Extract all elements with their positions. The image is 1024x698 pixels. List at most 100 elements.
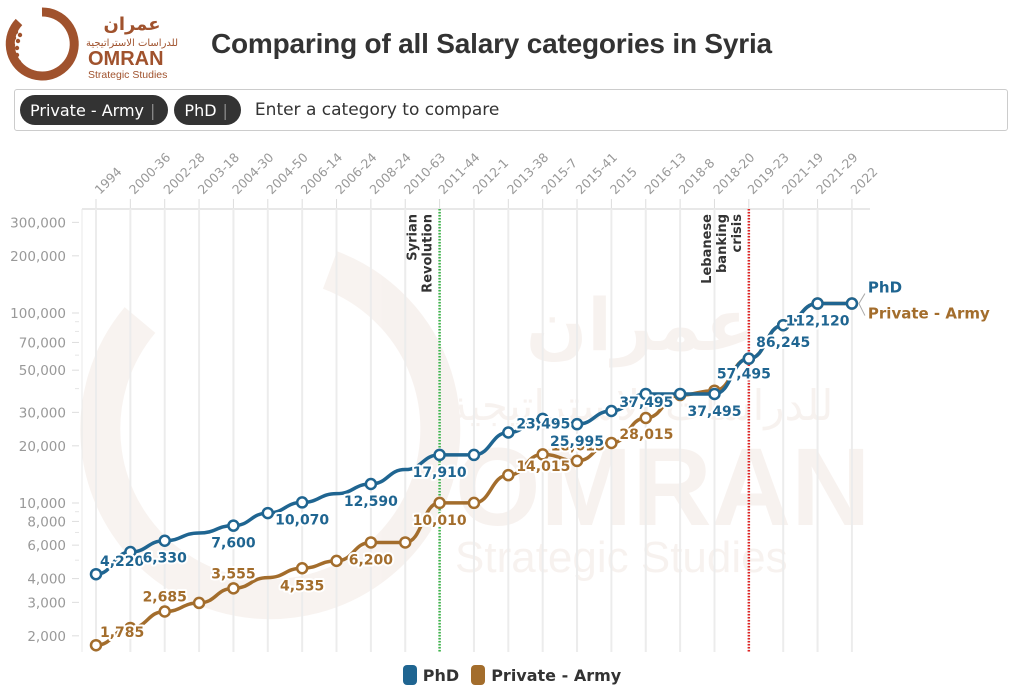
- data-point: [742, 352, 756, 365]
- y-tick-label: 20,000: [19, 439, 66, 455]
- data-point: [433, 496, 446, 510]
- data-point: [639, 387, 653, 401]
- data-label-halo: 57,495: [717, 367, 771, 383]
- data-label: 6,200: [349, 552, 394, 568]
- legend-swatch-private-army: [471, 665, 486, 685]
- data-label-halo: 23,495: [516, 417, 570, 433]
- data-point: [570, 417, 584, 431]
- category-search-box[interactable]: Private - Army | PhD |: [14, 89, 1008, 131]
- data-point: [124, 545, 137, 559]
- legend-swatch-phd: [402, 665, 417, 685]
- y-tick-label: 30,000: [19, 405, 66, 421]
- data-label: 4,220: [100, 554, 145, 570]
- legend: PhD Private - Army: [0, 665, 1024, 685]
- data-label: 23,495: [516, 417, 570, 433]
- data-point: [295, 496, 309, 509]
- y-tick-label: 50,000: [19, 363, 66, 379]
- data-label-halo: 6,330: [143, 551, 188, 567]
- chip-label: PhD: [184, 100, 217, 120]
- data-point: [158, 605, 171, 618]
- y-tick-label: 10,000: [19, 496, 66, 512]
- page-title: Comparing of all Salary categories in Sy…: [211, 28, 772, 59]
- data-label: 17,910: [413, 465, 467, 481]
- x-axis: 1994 2000-362002-282003-182004-302004-502…: [92, 150, 881, 208]
- y-tick-label: 8,000: [27, 514, 66, 530]
- y-tick-label: 70,000: [19, 335, 66, 351]
- data-point: [192, 596, 206, 610]
- data-label: 37,495: [619, 395, 673, 411]
- x-tick-label: 2015: [607, 164, 640, 197]
- logo-arabic-name: عمران: [103, 14, 160, 35]
- data-label-halo: 28,015: [619, 427, 673, 443]
- data-label-halo: 3,555: [211, 566, 255, 582]
- chip-separator: |: [150, 100, 156, 120]
- y-tick-label: 4,000: [27, 572, 66, 588]
- data-label-halo: 18,015: [551, 438, 605, 454]
- data-point: [467, 448, 481, 462]
- legend-item-phd[interactable]: PhD: [402, 665, 459, 685]
- data-point: [502, 468, 515, 482]
- data-label: 2,685: [143, 590, 187, 606]
- data-point: [89, 638, 103, 652]
- data-label: 6,330: [143, 551, 188, 567]
- data-point: [673, 387, 687, 401]
- chip-separator: |: [222, 100, 228, 120]
- data-label: 86,245: [756, 335, 810, 351]
- data-point: [227, 582, 240, 595]
- annotation-label: banking: [715, 214, 730, 273]
- chip-phd[interactable]: PhD |: [174, 95, 241, 125]
- omran-logo: عمران للدراسات الاستراتيجية OMRAN Strate…: [5, 7, 178, 81]
- data-point: [570, 454, 584, 468]
- annotation-label: crisis: [730, 214, 745, 253]
- logo-arabic-subtitle: للدراسات الاستراتيجية: [86, 38, 178, 49]
- watermark: عمران للدراسات الاستراتيجية OMRAN Strate…: [80, 251, 871, 620]
- data-label-halo: 6,200: [349, 552, 394, 568]
- data-point: [330, 554, 343, 568]
- data-point: [502, 426, 515, 439]
- logo-subtitle: Strategic Studies: [88, 69, 167, 81]
- watermark-name: OMRAN: [455, 426, 871, 549]
- watermark-arabic-name: عمران: [526, 283, 754, 368]
- data-label-halo: 4,535: [280, 578, 324, 594]
- data-label: 14,015: [516, 459, 570, 475]
- annotation-label: Revolution: [421, 214, 436, 293]
- data-point: [605, 436, 618, 450]
- category-search-input[interactable]: [252, 99, 1007, 121]
- data-point: [536, 448, 549, 461]
- data-label-halo: 12,590: [344, 494, 398, 510]
- data-point: [708, 387, 721, 401]
- watermark-arabic-subtitle: للدراسات الاستراتيجية: [447, 381, 834, 430]
- data-label-halo: 37,495: [687, 404, 741, 420]
- data-label: 3,555: [211, 566, 255, 582]
- data-point: [605, 404, 618, 418]
- data-point: [89, 567, 103, 581]
- chip-private-army[interactable]: Private - Army |: [20, 95, 169, 125]
- salary-line-chart: عمران للدراسات الاستراتيجية OMRAN Strate…: [10, 150, 990, 652]
- legend-label: Private - Army: [491, 665, 622, 685]
- data-label: 18,015: [551, 438, 605, 454]
- end-label-private-army: Private - Army: [868, 305, 990, 323]
- data-point: [295, 562, 309, 575]
- data-label: 12,590: [344, 494, 398, 510]
- data-point: [261, 506, 275, 520]
- legend-item-private-army[interactable]: Private - Army: [471, 665, 621, 685]
- y-axis: 2,000 3,000 4,000 6,000 8,000 10,000 20,000 30,…: [10, 209, 83, 652]
- data-label: 37,495: [687, 404, 741, 420]
- data-label-halo: 25,995: [550, 434, 604, 450]
- data-label: 10,070: [275, 512, 329, 528]
- data-label-halo: 10,070: [275, 512, 329, 528]
- x-tick-label: 2022: [847, 164, 880, 197]
- y-tick-label: 200,000: [10, 249, 66, 265]
- annotation-label: Syrian: [406, 214, 421, 261]
- y-tick-label: 3,000: [27, 595, 66, 611]
- y-tick-label: 100,000: [10, 306, 66, 322]
- x-tick-label: 1994: [92, 164, 125, 197]
- data-point: [158, 534, 171, 547]
- data-point: [433, 448, 446, 462]
- data-point: [467, 496, 481, 510]
- data-label-halo: 112,120: [786, 314, 850, 330]
- data-labels: 1,7851,7852,6852,6853,5553,5554,5354,535…: [98, 279, 990, 644]
- grid: [82, 208, 870, 652]
- data-point: [536, 412, 549, 426]
- data-point: [776, 318, 790, 332]
